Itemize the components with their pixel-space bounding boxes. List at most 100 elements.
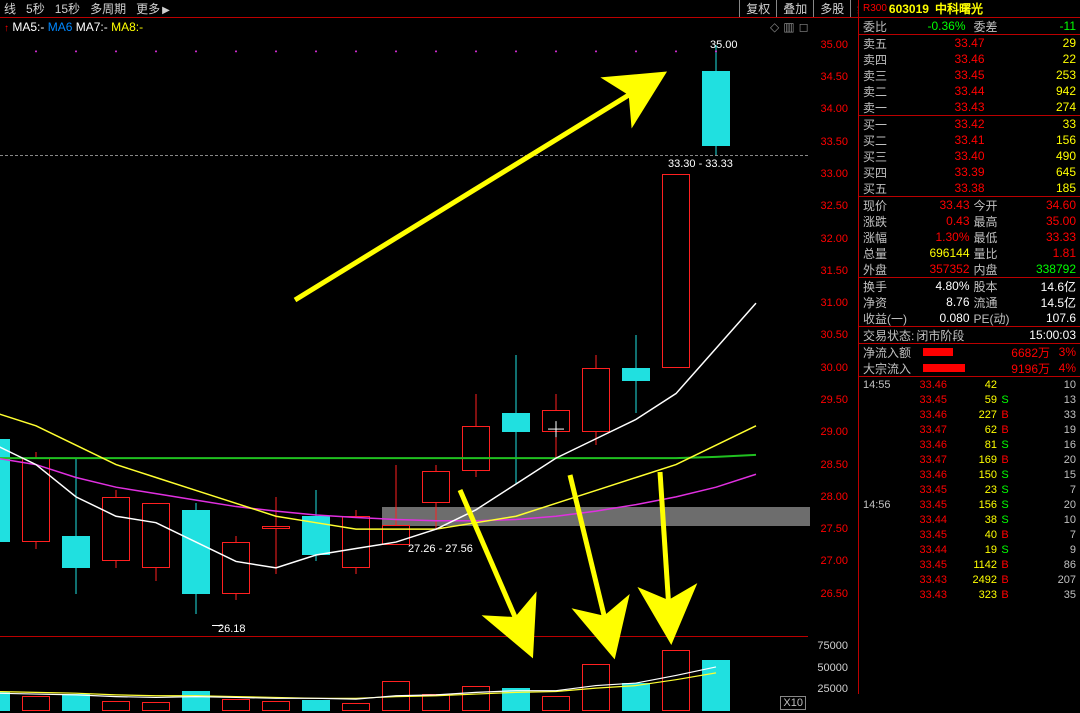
candle[interactable] (22, 18, 50, 626)
quote-row: 买四33.39645 (859, 164, 1080, 180)
bids-list: 买一33.4233买二33.41156买三33.40490买四33.39645买… (859, 116, 1080, 196)
volume-canvas[interactable]: X10 (0, 636, 808, 712)
candle[interactable] (382, 18, 410, 626)
flows: 净流入额6682万3%大宗流入9196万4% (859, 344, 1080, 376)
price-tick: 27.50 (820, 523, 848, 535)
vol-bar[interactable] (382, 681, 410, 711)
quote-row: 买三33.40490 (859, 148, 1080, 164)
candle[interactable] (622, 18, 650, 626)
tick-row: 33.4419S9 (859, 542, 1080, 557)
candle[interactable] (502, 18, 530, 626)
vol-bar[interactable] (0, 692, 10, 711)
tick-row: 33.451142B86 (859, 557, 1080, 572)
summary-grid: 现价33.43今开34.60涨跌0.43最高35.00涨幅1.30%最低33.3… (859, 197, 1080, 326)
candle[interactable] (222, 18, 250, 626)
right-panel: R300 603019 中科曙光 委比 -0.36% 委差 -11 卖五33.4… (858, 0, 1080, 694)
quote-row: 卖三33.45253 (859, 67, 1080, 83)
menu-多股[interactable]: 多股 (813, 0, 850, 17)
vol-tick: 75000 (817, 640, 848, 652)
price-tick: 30.50 (820, 329, 848, 341)
candle[interactable] (182, 18, 210, 626)
price-tick: 30.00 (820, 362, 848, 374)
price-label: 26.18 (218, 623, 246, 635)
vol-bar[interactable] (582, 664, 610, 711)
quote-row: 卖二33.44942 (859, 83, 1080, 99)
tick-row: 33.47169B20 (859, 452, 1080, 467)
tick-row: 14:5533.464210 (859, 377, 1080, 392)
vol-bar[interactable] (62, 694, 90, 711)
candle[interactable] (462, 18, 490, 626)
vol-bar[interactable] (702, 660, 730, 711)
summary-row: 外盘357352内盘338792 (859, 261, 1080, 277)
menu-更多[interactable]: 更多▶ (136, 0, 170, 17)
stock-header: R300 603019 中科曙光 (859, 0, 1080, 18)
tick-row: 33.4681S16 (859, 437, 1080, 452)
status-val: 闭市阶段 (916, 327, 964, 344)
candle[interactable] (582, 18, 610, 626)
price-yaxis: 35.0034.5034.0033.5033.0032.5032.0031.50… (810, 18, 850, 618)
vol-bar[interactable] (542, 696, 570, 711)
price-label: 35.00 (710, 39, 738, 51)
weicha-val: -11 (1004, 19, 1077, 33)
volume-yaxis: 750005000025000 (810, 636, 850, 712)
weibi-label: 委比 (863, 18, 893, 35)
vol-bar[interactable] (22, 696, 50, 711)
vol-bar[interactable] (422, 694, 450, 711)
weicha-label: 委差 (974, 18, 1004, 35)
vol-bar[interactable] (502, 688, 530, 711)
candle[interactable] (262, 18, 290, 626)
candle[interactable] (542, 18, 570, 626)
candle[interactable] (0, 18, 10, 626)
stock-code[interactable]: 603019 (889, 2, 929, 16)
tick-row: 33.46150S15 (859, 467, 1080, 482)
menu-15秒[interactable]: 15秒 (55, 0, 80, 17)
price-tick: 33.00 (820, 168, 848, 180)
price-tick: 29.50 (820, 394, 848, 406)
price-tick: 34.50 (820, 71, 848, 83)
price-tick: 26.50 (820, 588, 848, 600)
candle[interactable] (302, 18, 330, 626)
vol-bar[interactable] (462, 686, 490, 711)
tick-list[interactable]: 14:5533.46421033.4559S1333.46227B33 33.47… (859, 377, 1080, 602)
vol-bar[interactable] (662, 650, 690, 711)
price-tick: 27.00 (820, 555, 848, 567)
candle[interactable] (62, 18, 90, 626)
tick-row: 33.4559S13 (859, 392, 1080, 407)
price-tick: 31.50 (820, 265, 848, 277)
tick-row: 33.432492B207 (859, 572, 1080, 587)
candle[interactable] (142, 18, 170, 626)
menu-线[interactable]: 线 (4, 0, 16, 17)
price-tick: 28.00 (820, 491, 848, 503)
menu-复权[interactable]: 复权 (739, 0, 776, 17)
price-tick: 28.50 (820, 459, 848, 471)
quote-row: 买二33.41156 (859, 132, 1080, 148)
menu-多周期[interactable]: 多周期 (90, 0, 126, 17)
vol-bar[interactable] (102, 701, 130, 711)
vol-bar[interactable] (302, 700, 330, 711)
price-tick: 32.50 (820, 200, 848, 212)
vol-bar[interactable] (262, 701, 290, 711)
vol-bar[interactable] (222, 699, 250, 711)
vol-bar[interactable] (342, 703, 370, 711)
tick-row: 33.46227B33 (859, 407, 1080, 422)
menu-叠加[interactable]: 叠加 (776, 0, 813, 17)
vol-x10-label: X10 (780, 696, 806, 710)
quote-row: 买五33.38185 (859, 180, 1080, 196)
stock-name[interactable]: 中科曙光 (935, 0, 983, 17)
weibi-val: -0.36% (893, 19, 966, 33)
candle[interactable] (102, 18, 130, 626)
price-canvas[interactable]: 35.0033.30 - 33.3327.26 - 27.5626.18 (0, 18, 808, 626)
candle[interactable] (662, 18, 690, 626)
price-tick: 33.50 (820, 136, 848, 148)
candle[interactable] (342, 18, 370, 626)
vol-tick: 50000 (817, 662, 848, 674)
vol-bar[interactable] (622, 683, 650, 711)
candle[interactable] (422, 18, 450, 626)
vol-bar[interactable] (142, 702, 170, 711)
price-tick: 34.00 (820, 103, 848, 115)
summary-row: 涨幅1.30%最低33.33 (859, 229, 1080, 245)
menu-5秒[interactable]: 5秒 (26, 0, 45, 17)
candle[interactable] (702, 18, 730, 626)
summary-row: 现价33.43今开34.60 (859, 197, 1080, 213)
status-row: 交易状态: 闭市阶段 15:00:03 (859, 327, 1080, 343)
